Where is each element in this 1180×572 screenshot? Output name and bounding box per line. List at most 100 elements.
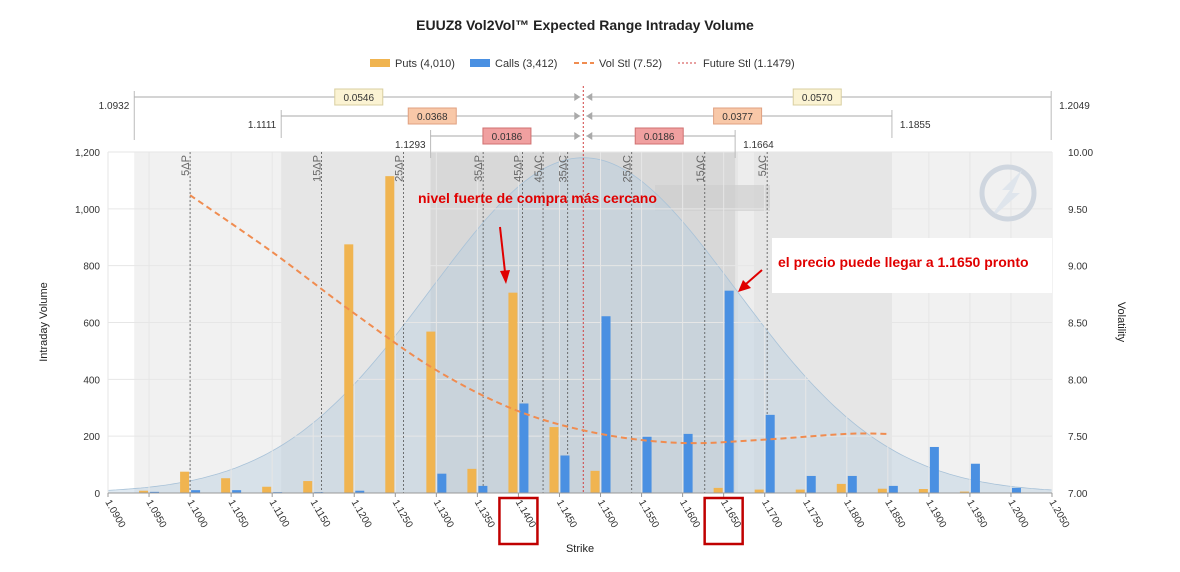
x-tick-label: 1.1100 (267, 498, 292, 530)
delta-label: 45ΔP (513, 155, 525, 182)
legend-swatch (470, 59, 490, 67)
put-bar (344, 244, 354, 493)
x-tick-label: 1.0900 (102, 498, 127, 530)
call-bar (232, 490, 242, 493)
call-bar (478, 485, 488, 493)
annotation-arrow-head (500, 270, 510, 284)
vol-settle-curve (189, 194, 888, 445)
y-tick-label: 1,000 (75, 205, 100, 216)
x-tick-label: 1.1450 (554, 498, 579, 530)
x-tick-label: 1.1200 (349, 498, 374, 530)
range-width-label: 0.0368 (417, 112, 448, 123)
y2-tick-label: 7.50 (1068, 432, 1088, 443)
put-bar (221, 478, 231, 493)
put-bar (426, 331, 436, 493)
annotation-box (772, 238, 1052, 293)
legend-item: Future Stl (1.1479) (703, 58, 795, 70)
caption-shadow (655, 185, 770, 211)
x-tick-label: 1.1000 (184, 498, 209, 530)
put-bar (590, 470, 600, 493)
range-high-label: 1.1664 (743, 140, 774, 151)
range-width-label: 0.0186 (492, 132, 523, 143)
y-tick-label: 800 (83, 262, 100, 273)
call-bar (150, 491, 160, 493)
range-low-label: 1.1293 (395, 140, 426, 151)
y2-tick-label: 7.00 (1068, 489, 1088, 500)
delta-label: 45ΔC (533, 155, 545, 183)
range-width-box (792, 88, 842, 106)
highlighted-strike-box (703, 496, 744, 546)
x-tick-label: 1.1050 (226, 498, 251, 530)
x-tick-label: 1.1250 (390, 498, 415, 530)
put-bar (877, 488, 887, 493)
put-bar (918, 489, 928, 493)
annotation-arrow (745, 269, 763, 285)
delta-label: 35ΔP (473, 155, 485, 182)
legend-item: Puts (4,010) (395, 58, 455, 70)
range-arrow-head (574, 132, 581, 140)
call-bar (519, 403, 529, 493)
call-bar (601, 316, 611, 493)
call-bar (355, 490, 365, 493)
delta-label: 15ΔC (695, 155, 707, 183)
chart-title: EUUZ8 Vol2Vol™ Expected Range Intraday V… (416, 17, 754, 33)
probability-curve (107, 157, 1053, 494)
put-bar (754, 489, 764, 493)
x-tick-label: 1.1550 (636, 498, 661, 530)
x-tick-label: 1.2000 (1005, 498, 1030, 530)
legend-item: Calls (3,412) (495, 58, 557, 70)
highlighted-strike-box (498, 496, 539, 546)
y-tick-label: 400 (83, 375, 100, 386)
range-width-label: 0.0570 (802, 93, 833, 104)
watermark-logo-icon (979, 164, 1037, 222)
range-width-label: 0.0377 (722, 112, 753, 123)
put-bar (508, 292, 518, 493)
call-bar (191, 490, 201, 493)
delta-label: 25ΔC (622, 155, 634, 183)
y-tick-label: 1,200 (75, 148, 100, 159)
x-tick-label: 1.1900 (923, 498, 948, 530)
range-width-box (482, 127, 532, 145)
put-bar (262, 486, 272, 493)
range-high-label: 1.1855 (900, 120, 931, 131)
range-width-label: 0.0546 (343, 93, 374, 104)
delta-label: 15ΔP (311, 155, 323, 182)
x-tick-label: 1.1800 (841, 498, 866, 530)
y2-tick-label: 10.00 (1068, 148, 1093, 159)
range-width-box (713, 107, 763, 125)
y-axis-label: Intraday Volume (38, 282, 50, 362)
range-arrow-head (586, 112, 593, 120)
put-bar (467, 468, 477, 493)
call-bar (970, 463, 980, 493)
delta-label: 25ΔP (394, 155, 406, 182)
y2-tick-label: 9.00 (1068, 262, 1088, 273)
range-low-label: 1.1111 (248, 120, 277, 131)
y2-tick-label: 8.50 (1068, 319, 1088, 330)
x-tick-label: 1.1650 (718, 498, 743, 530)
put-bar (139, 490, 149, 493)
annotation-buy-level: nivel fuerte de compra más cercano (418, 190, 657, 206)
call-bar (560, 455, 570, 493)
legend-item: Vol Stl (7.52) (599, 58, 662, 70)
legend-swatch (370, 59, 390, 67)
put-bar (385, 176, 395, 493)
x-axis-label: Strike (566, 543, 594, 555)
x-tick-label: 1.1150 (308, 498, 333, 530)
range-arrow-head (574, 93, 581, 101)
x-tick-label: 1.1950 (964, 498, 989, 530)
range-arrow-head (574, 112, 581, 120)
x-tick-label: 1.1350 (472, 498, 497, 530)
range-arrow-head (586, 132, 593, 140)
call-bar (683, 433, 693, 493)
x-tick-label: 1.1400 (513, 498, 538, 530)
range-arrow-head (586, 93, 593, 101)
range-width-box (334, 88, 384, 106)
call-bar (437, 473, 447, 493)
range-width-label: 0.0186 (644, 132, 675, 143)
y-tick-label: 200 (83, 432, 100, 443)
y2-tick-label: 9.50 (1068, 205, 1088, 216)
call-bar (724, 290, 734, 493)
delta-label: 5ΔP (180, 155, 192, 176)
x-tick-label: 1.1750 (800, 498, 825, 530)
